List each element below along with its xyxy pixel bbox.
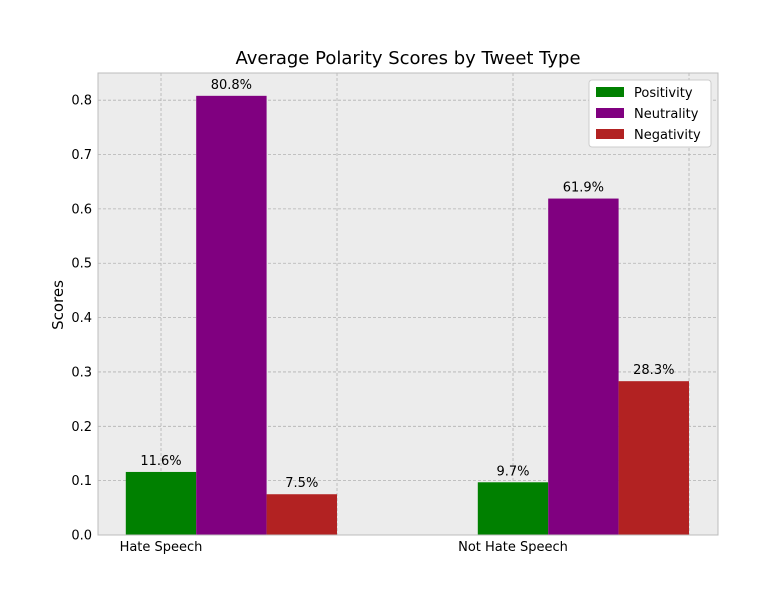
legend-swatch-neutrality (596, 108, 624, 118)
x-tick-label: Not Hate Speech (458, 540, 568, 555)
axes: 0.0 0.1 0.2 0.3 0.4 0.5 0.6 0.7 0.8 Hate Speech No… (71, 94, 568, 555)
chart-title: Average Polarity Scores by Tweet Type (235, 48, 580, 69)
y-tick-label: 0.5 (71, 257, 92, 272)
y-tick-label: 0.4 (71, 311, 92, 326)
data-label: 7.5% (285, 476, 318, 491)
data-label: 11.6% (140, 454, 181, 469)
data-labels: 11.6% 9.7% 80.8% 61.9% 7.5% 28.3% (140, 78, 674, 491)
legend-swatch-negativity (596, 129, 624, 139)
y-axis-label: Scores (49, 280, 67, 330)
data-label: 28.3% (633, 363, 674, 378)
y-tick-label: 0.8 (71, 94, 92, 109)
y-tick-label: 0.0 (71, 529, 92, 544)
legend-swatch-positivity (596, 87, 624, 97)
y-tick-label: 0.6 (71, 202, 92, 217)
bar-neutrality-1 (196, 95, 267, 535)
x-tick-label: Hate Speech (120, 540, 203, 555)
y-tick-label: 0.2 (71, 420, 92, 435)
bar-positivity-1 (125, 471, 197, 535)
bars (125, 95, 689, 535)
plot-frame (97, 72, 719, 536)
data-label: 61.9% (563, 181, 604, 196)
data-label: 80.8% (211, 78, 252, 93)
bar-negativity-2 (618, 381, 689, 535)
legend-label-negativity: Negativity (634, 128, 701, 143)
y-tick-label: 0.1 (71, 474, 92, 489)
bar-positivity-2 (477, 482, 549, 535)
bar-neutrality-2 (548, 198, 619, 535)
y-tick-label: 0.7 (71, 148, 92, 163)
data-label: 9.7% (496, 464, 529, 479)
legend: Positivity Neutrality Negativity (588, 79, 712, 148)
legend-label-positivity: Positivity (634, 86, 693, 101)
bar-negativity-1 (266, 494, 337, 535)
y-tick-label: 0.3 (71, 365, 92, 380)
legend-label-neutrality: Neutrality (634, 107, 699, 122)
